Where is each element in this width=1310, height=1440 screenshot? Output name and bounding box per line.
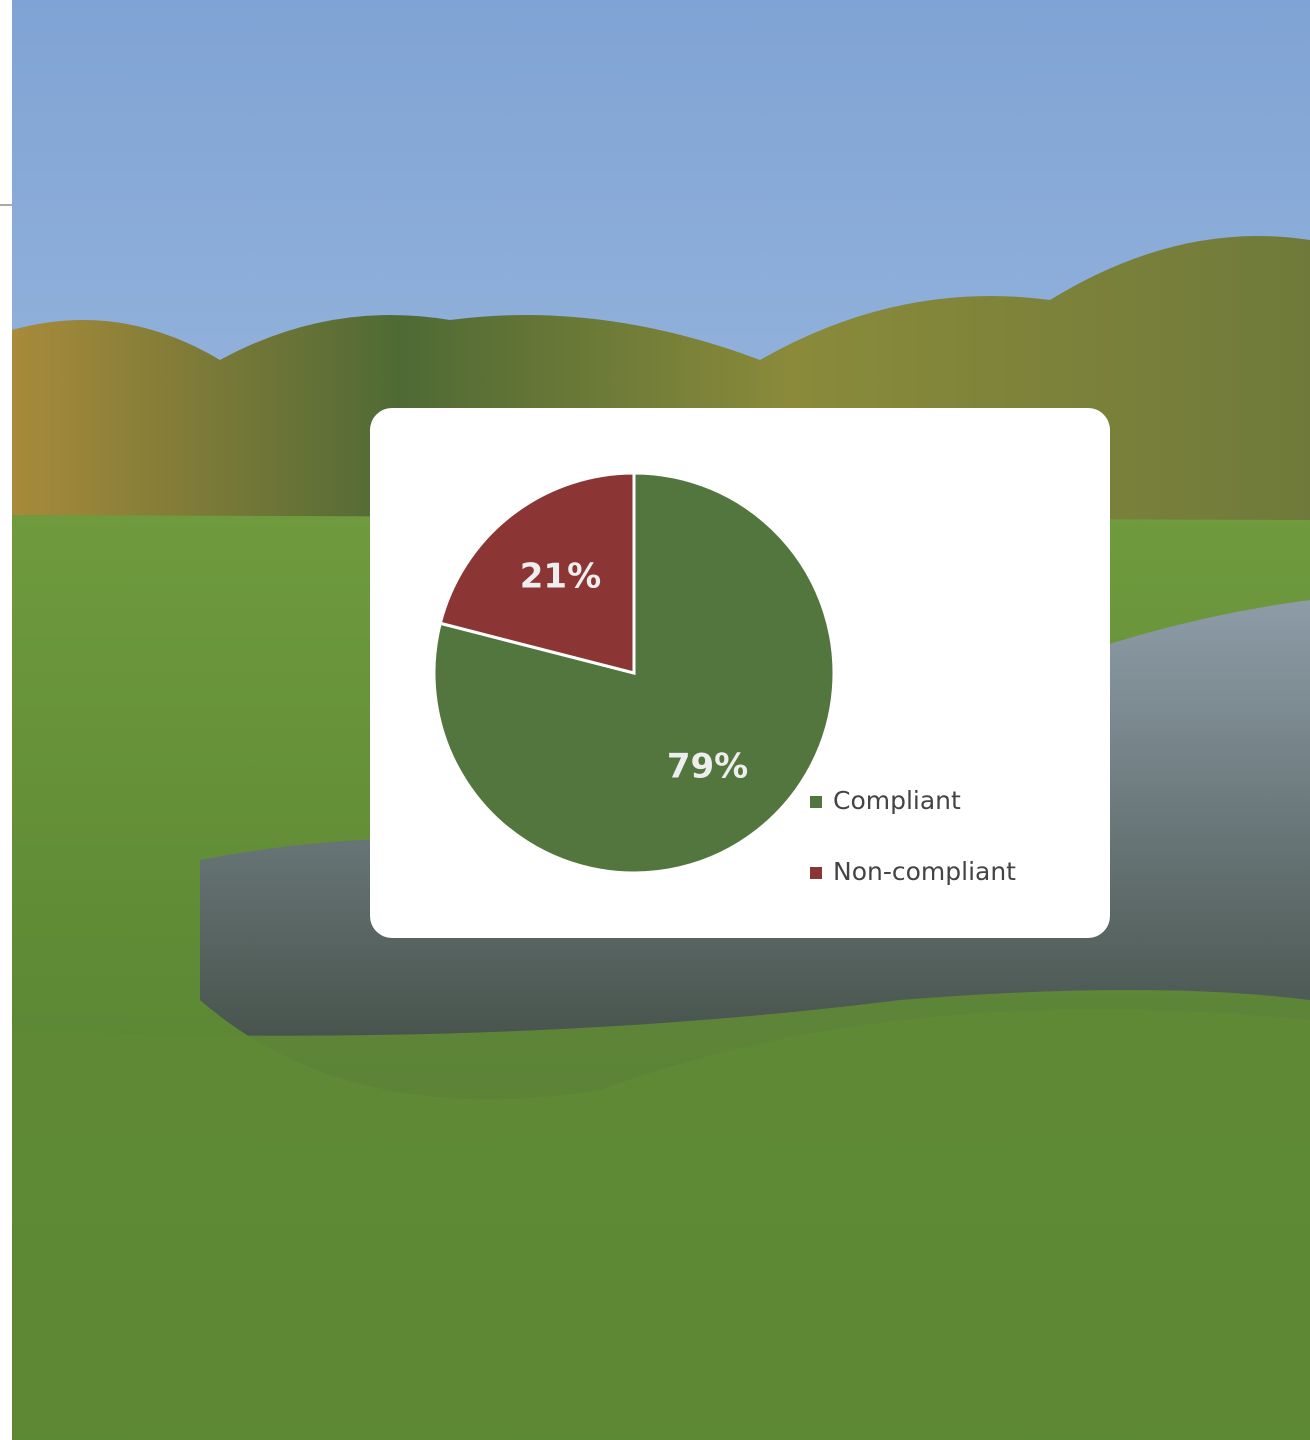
value-label: 79%	[667, 746, 748, 786]
pie-chart: 79% 21% Compliant Non-compliant	[432, 471, 1016, 886]
legend-swatch	[810, 867, 822, 879]
pie-slice	[438, 471, 636, 675]
value-label: 21%	[520, 557, 601, 597]
legend-label: Non-compliant	[833, 857, 1016, 886]
legend-label: Compliant	[833, 786, 961, 815]
legend-swatch	[810, 796, 822, 808]
